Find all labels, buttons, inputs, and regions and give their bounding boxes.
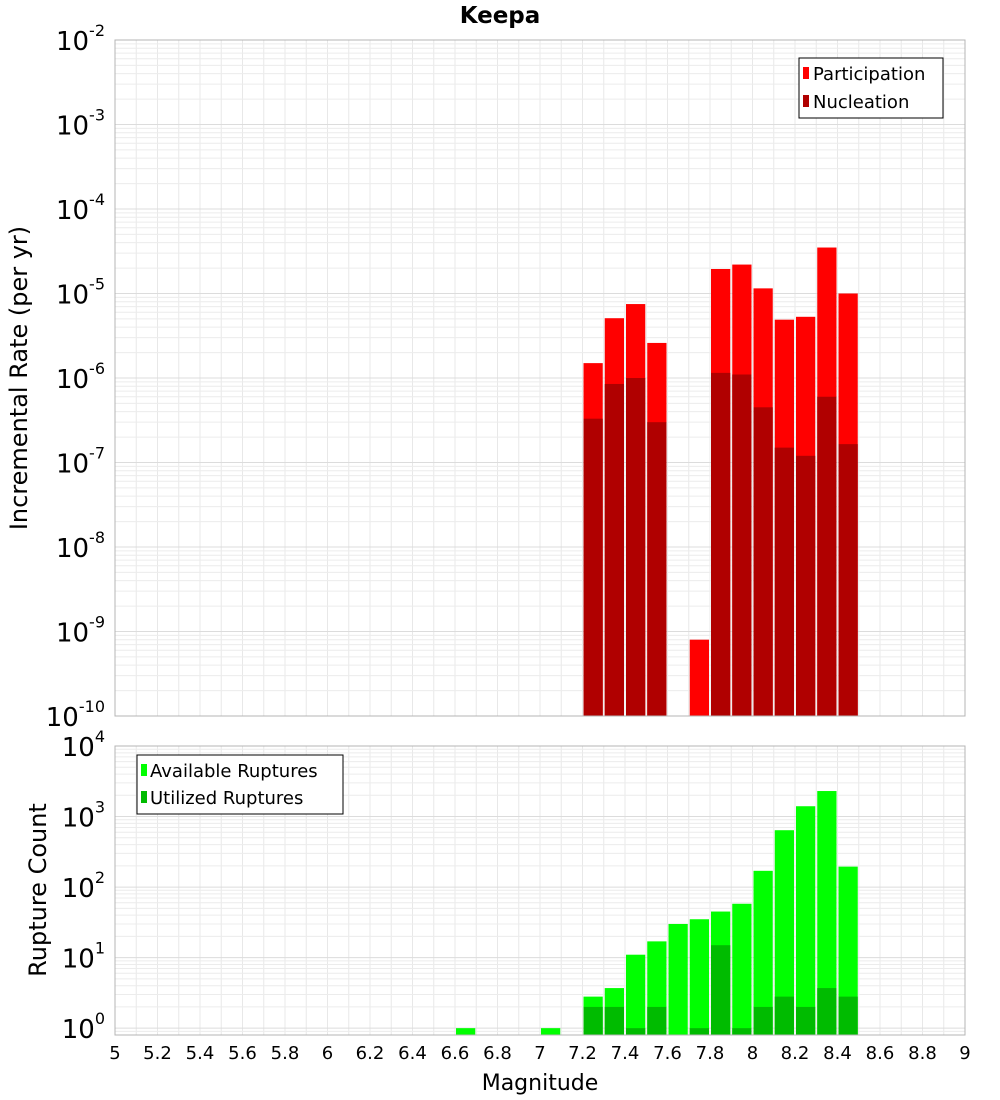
x-tick-label: 7.2 bbox=[568, 1043, 597, 1064]
x-tick-label: 6.6 bbox=[441, 1043, 470, 1064]
bar-count-available-ruptures bbox=[541, 1028, 561, 1035]
top-plot-border bbox=[114, 39, 966, 717]
bar-count-utilized-ruptures bbox=[817, 988, 837, 1035]
bar-count-available-ruptures bbox=[668, 923, 688, 1035]
top-legend-box bbox=[798, 57, 944, 119]
bar-rate-nucleation bbox=[626, 378, 646, 716]
bar-count-available-ruptures bbox=[732, 903, 752, 1035]
y-tick-label: 103 bbox=[62, 798, 105, 834]
y-tick-label: 10-4 bbox=[56, 190, 105, 226]
bar-count-utilized-ruptures bbox=[732, 1028, 752, 1035]
x-tick-label: 9 bbox=[959, 1043, 970, 1064]
bar-rate-nucleation bbox=[753, 407, 773, 716]
legend-label-participation: Participation bbox=[813, 64, 925, 85]
x-tick-label: 7.6 bbox=[653, 1043, 682, 1064]
y-tick-label: 104 bbox=[62, 727, 105, 763]
bar-rate-participation bbox=[689, 639, 709, 716]
x-tick-label: 8.8 bbox=[908, 1043, 937, 1064]
y-tick-label: 10-3 bbox=[56, 106, 105, 142]
bar-count-utilized-ruptures bbox=[838, 996, 858, 1035]
bar-rate-nucleation bbox=[838, 444, 858, 716]
y-tick-label: 10-10 bbox=[46, 697, 105, 733]
bar-count-available-ruptures bbox=[838, 866, 858, 1035]
chart-title: Keepa bbox=[460, 3, 541, 29]
y-tick-label: 10-6 bbox=[56, 359, 105, 395]
bottom-bars bbox=[456, 791, 858, 1035]
x-ticks: 5 5.2 5.4 5.6 5.8 6 6.2 6.4 6.6 6.8 7 7.2 7.4 7.6 7.8 8… bbox=[109, 1043, 970, 1064]
x-tick-label: 6.2 bbox=[356, 1043, 385, 1064]
y-tick-label: 101 bbox=[62, 939, 105, 975]
bottom-legend: Available Ruptures Utilized Ruptures bbox=[136, 754, 344, 815]
bar-count-utilized-ruptures bbox=[711, 945, 731, 1035]
x-tick-label: 8.6 bbox=[866, 1043, 895, 1064]
y-tick-label: 10-5 bbox=[56, 275, 105, 311]
bar-rate-nucleation bbox=[711, 372, 731, 716]
bar-count-available-ruptures bbox=[774, 830, 794, 1035]
bottom-y-ticks: 100 101 102 103 104 bbox=[62, 727, 105, 1045]
bar-count-available-ruptures bbox=[753, 870, 773, 1035]
x-tick-label: 8.4 bbox=[823, 1043, 852, 1064]
y-tick-label: 10-2 bbox=[56, 21, 105, 57]
x-tick-label: 8.2 bbox=[781, 1043, 810, 1064]
bar-rate-nucleation bbox=[774, 447, 794, 716]
bottom-y-axis-label: Rupture Count bbox=[24, 803, 52, 977]
bar-count-utilized-ruptures bbox=[689, 1028, 709, 1035]
legend-label-available: Available Ruptures bbox=[150, 761, 318, 782]
bottom-panel: 100 101 102 103 104 Rupture Count Available … bbox=[24, 727, 966, 1045]
x-tick-label: 8 bbox=[747, 1043, 758, 1064]
x-axis-label: Magnitude bbox=[482, 1071, 599, 1096]
bar-count-utilized-ruptures bbox=[753, 1006, 773, 1035]
x-tick-label: 6.8 bbox=[483, 1043, 512, 1064]
bottom-legend-box bbox=[136, 754, 344, 815]
bar-count-utilized-ruptures bbox=[604, 1006, 624, 1035]
bar-count-available-ruptures bbox=[796, 806, 816, 1035]
y-tick-label: 10-7 bbox=[56, 444, 105, 480]
bar-count-utilized-ruptures bbox=[647, 1006, 667, 1035]
x-tick-label: 7.4 bbox=[611, 1043, 640, 1064]
top-panel: 10-10 10-9 10-8 10-7 10-6 10-5 10-4 10-3 10-2 In… bbox=[5, 21, 966, 733]
legend-swatch-available bbox=[141, 764, 147, 776]
legend-swatch-participation bbox=[803, 67, 809, 79]
x-tick-label: 5.4 bbox=[186, 1043, 215, 1064]
bar-count-utilized-ruptures bbox=[626, 1028, 646, 1035]
y-tick-label: 102 bbox=[62, 868, 105, 904]
top-grid bbox=[114, 39, 966, 717]
bar-rate-nucleation bbox=[583, 418, 603, 716]
x-tick-label: 7.8 bbox=[696, 1043, 725, 1064]
bar-rate-nucleation bbox=[647, 422, 667, 716]
x-tick-label: 5.2 bbox=[143, 1043, 172, 1064]
x-tick-label: 5.8 bbox=[271, 1043, 300, 1064]
bar-count-available-ruptures bbox=[456, 1028, 476, 1035]
legend-label-utilized: Utilized Ruptures bbox=[150, 788, 303, 809]
legend-swatch-utilized bbox=[141, 791, 147, 803]
x-tick-label: 7 bbox=[534, 1043, 545, 1064]
top-y-ticks: 10-10 10-9 10-8 10-7 10-6 10-5 10-4 10-3 10-2 bbox=[46, 21, 105, 733]
bar-count-utilized-ruptures bbox=[774, 996, 794, 1035]
bar-count-utilized-ruptures bbox=[796, 1006, 816, 1035]
top-bars bbox=[583, 247, 858, 716]
x-tick-label: 5.6 bbox=[228, 1043, 257, 1064]
y-tick-label: 100 bbox=[62, 1009, 105, 1045]
bar-count-available-ruptures bbox=[689, 919, 709, 1035]
bar-rate-nucleation bbox=[604, 383, 624, 716]
bar-count-utilized-ruptures bbox=[583, 1006, 603, 1035]
bar-rate-nucleation bbox=[817, 396, 837, 716]
x-tick-label: 6.4 bbox=[398, 1043, 427, 1064]
bar-rate-nucleation bbox=[732, 374, 752, 716]
y-tick-label: 10-8 bbox=[56, 528, 105, 564]
x-tick-label: 6 bbox=[322, 1043, 333, 1064]
legend-label-nucleation: Nucleation bbox=[813, 92, 909, 113]
y-tick-label: 10-9 bbox=[56, 613, 105, 649]
x-tick-label: 5 bbox=[109, 1043, 120, 1064]
bar-rate-nucleation bbox=[796, 455, 816, 716]
top-y-axis-label: Incremental Rate (per yr) bbox=[5, 226, 33, 530]
bar-count-available-ruptures bbox=[817, 791, 837, 1035]
top-legend: Participation Nucleation bbox=[798, 57, 944, 119]
legend-swatch-nucleation bbox=[803, 95, 809, 107]
bottom-plot-border bbox=[114, 745, 966, 1036]
bar-count-available-ruptures bbox=[626, 954, 646, 1035]
